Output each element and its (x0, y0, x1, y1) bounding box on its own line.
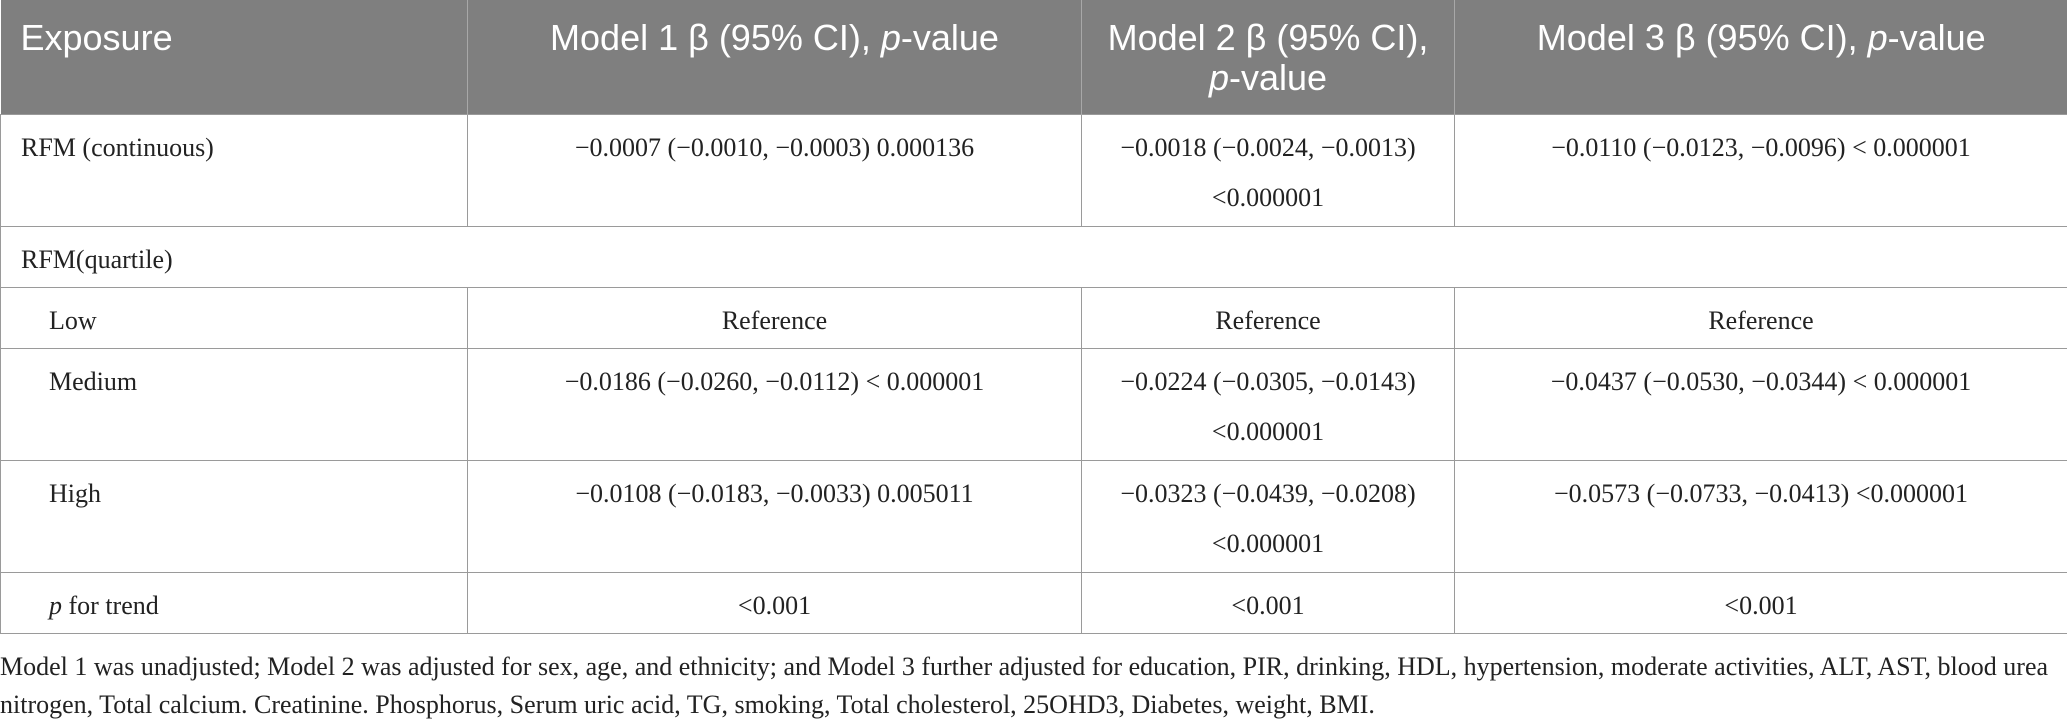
table-row-p-for-trend: p for trend <0.001 <0.001 <0.001 (0, 571, 2067, 634)
table-header: Exposure Model 1 β (95% CI), p-value Mod… (0, 0, 2067, 114)
row-label: Medium (0, 347, 468, 460)
header-model1-suffix: -value (900, 17, 999, 58)
header-model3-prefix: Model 3 β (95% CI), (1536, 17, 1868, 58)
row-label: Low (0, 286, 468, 348)
header-exposure-text: Exposure (20, 17, 173, 58)
results-table: Exposure Model 1 β (95% CI), p-value Mod… (0, 0, 2067, 634)
cell-model1: −0.0186 (−0.0260, −0.0112) < 0.000001 (467, 347, 1082, 460)
table-row-rfm-quartile: RFM(quartile) (0, 225, 2067, 287)
header-model2-suffix: -value (1228, 57, 1328, 98)
header-model3: Model 3 β (95% CI), p-value (1454, 0, 2067, 114)
cell-model3: <0.001 (1454, 571, 2067, 634)
cell-model2-pvalue: <0.000001 (1211, 528, 1325, 558)
cell-model2-pvalue: <0.000001 (1211, 182, 1325, 212)
cell-model2: −0.0224 (−0.0305, −0.0143) <0.000001 (1081, 347, 1455, 460)
cell-model2-estimate: −0.0323 (−0.0439, −0.0208) (1120, 478, 1416, 508)
table-row-high: High −0.0108 (−0.0183, −0.0033) 0.005011… (0, 459, 2067, 572)
table-row-low: Low Reference Reference Reference (0, 286, 2067, 348)
table-body: RFM (continuous) −0.0007 (−0.0010, −0.00… (0, 113, 2067, 634)
cell-model1: −0.0007 (−0.0010, −0.0003) 0.000136 (467, 113, 1082, 226)
row-label: p for trend (0, 571, 468, 634)
cell-model3: −0.0110 (−0.0123, −0.0096) < 0.000001 (1454, 113, 2067, 226)
header-exposure: Exposure (1, 0, 468, 114)
header-model2-p: p (1208, 57, 1229, 98)
header-model3-p: p (1867, 17, 1888, 58)
cell-model2-estimate: −0.0224 (−0.0305, −0.0143) (1120, 366, 1416, 396)
row-label-rest: for trend (62, 590, 159, 620)
cell-model2: <0.001 (1081, 571, 1455, 634)
header-model2-line1: Model 2 β (95% CI), (1107, 17, 1429, 58)
cell-model2: −0.0323 (−0.0439, −0.0208) <0.000001 (1081, 459, 1455, 572)
header-model1: Model 1 β (95% CI), p-value (467, 0, 1082, 114)
table-row-rfm-continuous: RFM (continuous) −0.0007 (−0.0010, −0.00… (0, 113, 2067, 226)
header-model3-suffix: -value (1887, 17, 1986, 58)
row-label-p: p (49, 590, 62, 620)
row-label: RFM (continuous) (0, 113, 468, 226)
section-label: RFM(quartile) (0, 225, 2067, 287)
table-footnote: Model 1 was unadjusted; Model 2 was adju… (0, 652, 2049, 719)
cell-model1: <0.001 (467, 571, 1082, 634)
cell-model2-estimate: −0.0018 (−0.0024, −0.0013) (1120, 132, 1416, 162)
row-label: High (0, 459, 468, 572)
header-model1-p: p (880, 17, 901, 58)
cell-model2: −0.0018 (−0.0024, −0.0013) <0.000001 (1081, 113, 1455, 226)
cell-model3: Reference (1454, 286, 2067, 348)
cell-model3: −0.0573 (−0.0733, −0.0413) <0.000001 (1454, 459, 2067, 572)
cell-model3: −0.0437 (−0.0530, −0.0344) < 0.000001 (1454, 347, 2067, 460)
header-model2: Model 2 β (95% CI), p-value (1081, 0, 1455, 114)
cell-model1: Reference (467, 286, 1082, 348)
cell-model2: Reference (1081, 286, 1455, 348)
header-row: Exposure Model 1 β (95% CI), p-value Mod… (0, 0, 2067, 114)
header-model1-prefix: Model 1 β (95% CI), (550, 17, 881, 58)
cell-model1: −0.0108 (−0.0183, −0.0033) 0.005011 (467, 459, 1082, 572)
table-row-medium: Medium −0.0186 (−0.0260, −0.0112) < 0.00… (0, 347, 2067, 460)
cell-model2-pvalue: <0.000001 (1211, 416, 1325, 446)
